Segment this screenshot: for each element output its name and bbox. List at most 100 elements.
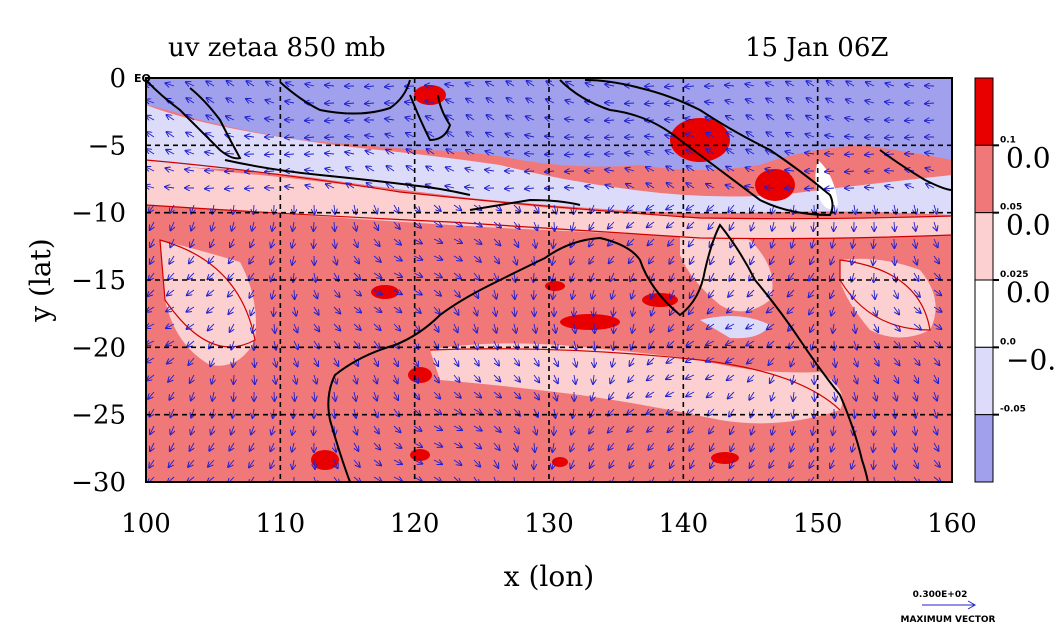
wind-vector: [393, 425, 401, 432]
wind-vector: [608, 442, 615, 450]
wind-vector: [885, 137, 895, 138]
wind-vector: [865, 154, 875, 155]
wind-vector: [746, 149, 755, 154]
wind-vector: [245, 117, 255, 120]
wind-vector: [365, 135, 375, 137]
wind-vector: [771, 391, 774, 401]
wind-vector: [667, 183, 675, 189]
wind-vector: [565, 154, 575, 155]
wind-vector: [934, 442, 939, 451]
x-axis-label: x (lon): [504, 560, 594, 593]
wind-vector: [750, 204, 754, 213]
wind-vector: [167, 357, 175, 364]
wind-vector: [845, 137, 855, 138]
wind-vector: [473, 272, 480, 280]
wind-vector: [188, 459, 195, 467]
wind-vector: [413, 273, 422, 277]
wind-vector: [933, 272, 940, 279]
wind-vector: [589, 238, 595, 246]
x-tick-label: 140: [659, 509, 709, 539]
wind-vector: [292, 425, 294, 435]
wind-vector: [833, 323, 834, 333]
wind-vector: [590, 408, 594, 417]
colorbar-level-label: 0.025: [1000, 270, 1028, 280]
wind-vector: [453, 222, 462, 226]
wind-vector: [333, 476, 339, 482]
wind-vector: [745, 84, 755, 86]
wind-vector: [146, 324, 155, 328]
wind-vector: [866, 82, 875, 86]
colorbar-level-label: 0.05: [1000, 203, 1022, 213]
wind-vector: [446, 115, 455, 120]
wind-vector: [725, 85, 735, 86]
wind-vector: [834, 374, 836, 384]
wind-vector: [730, 442, 734, 451]
wind-vector: [570, 442, 574, 451]
wind-vector: [187, 289, 195, 295]
wind-vector: [787, 98, 795, 104]
wind-vector: [333, 306, 340, 314]
wind-vector: [552, 442, 554, 452]
wind-vector: [707, 166, 715, 172]
wind-vector: [294, 323, 298, 332]
wind-vector: [187, 323, 195, 329]
wind-vector: [874, 374, 878, 383]
wind-vector: [873, 442, 874, 452]
wind-vector: [505, 152, 515, 154]
wind-vector: [574, 340, 576, 350]
wind-vector: [649, 255, 655, 263]
wind-vector: [810, 323, 814, 332]
wind-vector: [253, 204, 254, 214]
wind-vector: [514, 255, 517, 265]
wind-vector: [353, 306, 361, 313]
wind-vector: [525, 135, 535, 137]
colorbar-swatch: [974, 212, 994, 281]
wind-vector: [826, 117, 835, 120]
wind-vector: [454, 306, 459, 315]
wind-vector: [149, 204, 155, 212]
wind-vector: [270, 255, 274, 264]
wind-vector: [914, 425, 916, 435]
wind-vector: [552, 459, 554, 469]
wind-vector: [748, 289, 755, 296]
wind-vector: [669, 323, 675, 331]
wind-vector: [353, 272, 360, 279]
wind-vector: [791, 442, 794, 451]
wind-vector: [905, 137, 915, 138]
colorbar-swatch: [974, 144, 994, 214]
wind-vector: [474, 289, 478, 298]
vector-key-value: 0.300E+02: [913, 590, 968, 600]
wind-vector: [933, 459, 940, 467]
wind-vector: [594, 340, 595, 350]
wind-vector: [825, 188, 835, 189]
wind-vector: [554, 340, 557, 349]
wind-vector: [534, 238, 536, 248]
wind-vector: [747, 357, 755, 364]
wind-vector: [767, 115, 775, 121]
wind-vector: [169, 459, 175, 467]
vector-key-arrowhead: [967, 600, 977, 610]
wind-vector: [285, 187, 295, 189]
wind-vector: [769, 272, 775, 280]
wind-vector: [487, 98, 495, 104]
wind-vector: [249, 255, 254, 264]
wind-vector: [345, 152, 355, 154]
wind-vector: [834, 391, 836, 401]
wind-vector: [433, 306, 440, 314]
wind-vector: [188, 357, 195, 365]
wind-vector: [554, 374, 558, 383]
wind-vector: [294, 289, 295, 299]
wind-vector: [305, 170, 315, 171]
wind-vector: [770, 374, 774, 383]
wind-vector: [354, 221, 356, 231]
wind-vector: [788, 289, 795, 297]
wind-vector: [466, 83, 475, 86]
wind-vector: [649, 340, 655, 349]
wind-vector: [789, 459, 794, 468]
wind-vector: [852, 442, 854, 452]
wind-vector: [873, 255, 874, 265]
wind-vector: [493, 442, 500, 450]
wind-vector: [814, 391, 815, 401]
wind-vector: [453, 256, 462, 261]
wind-vector: [149, 459, 154, 468]
